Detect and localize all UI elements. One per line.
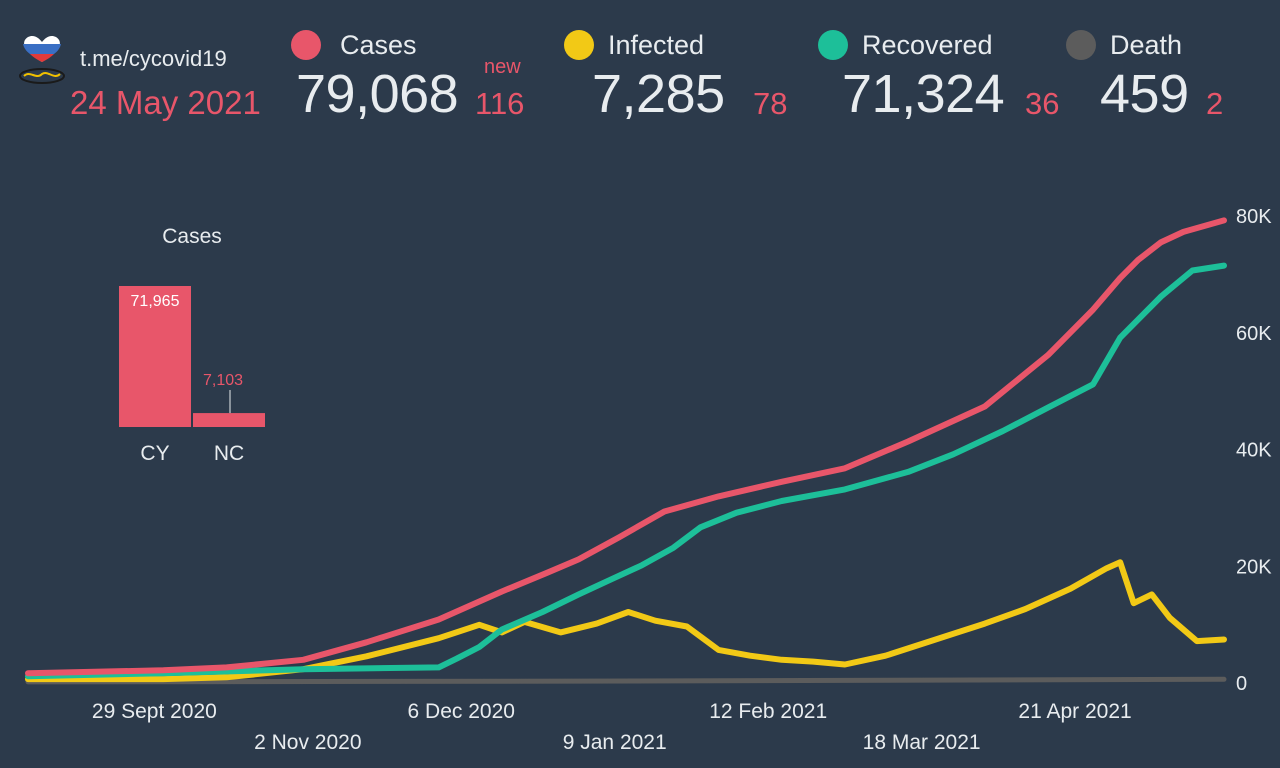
x-tick-label: 21 Apr 2021 xyxy=(1018,700,1131,723)
bar-value-cy: 71,965 xyxy=(131,293,180,310)
x-tick-label: 29 Sept 2020 xyxy=(92,700,217,723)
infected-label: Infected xyxy=(608,30,705,60)
infected-value: 7,285 xyxy=(592,64,725,124)
death-legend-dot xyxy=(1066,30,1096,60)
cases-legend-dot xyxy=(291,30,321,60)
report-date: 24 May 2021 xyxy=(70,84,261,121)
death-label: Death xyxy=(1110,30,1183,60)
recovered-label: Recovered xyxy=(862,30,993,60)
infected-legend-dot xyxy=(564,30,594,60)
recovered-legend-dot xyxy=(818,30,848,60)
y-tick-label: 20K xyxy=(1236,556,1272,578)
recovered-new-count: 36 xyxy=(1025,86,1060,121)
bar-label-nc: NC xyxy=(214,442,244,465)
y-tick-label: 80K xyxy=(1236,206,1272,228)
bar-nc xyxy=(193,413,265,427)
series-line-infected xyxy=(25,559,1227,683)
bar-value-nc: 7,103 xyxy=(203,372,243,389)
x-tick-label: 18 Mar 2021 xyxy=(863,731,981,754)
cases-value: 79,068 xyxy=(296,64,459,124)
channel-logo xyxy=(16,32,68,88)
y-tick-label: 40K xyxy=(1236,440,1272,462)
series-line-recovered xyxy=(25,262,1227,680)
cases-new-count: 116 xyxy=(475,86,525,121)
series-line-cases xyxy=(25,217,1227,677)
cases-by-region-chart: Cases CY 71,965 NC 7,103 xyxy=(119,225,265,465)
series-line-death xyxy=(25,676,1227,685)
y-tick-label: 60K xyxy=(1236,323,1272,345)
bar-label-cy: CY xyxy=(140,442,169,465)
new-label: new xyxy=(484,56,521,78)
y-tick-label: 0 xyxy=(1236,673,1247,695)
cases-label: Cases xyxy=(340,30,417,60)
x-tick-label: 2 Nov 2020 xyxy=(254,731,361,754)
x-tick-label: 9 Jan 2021 xyxy=(563,731,667,754)
x-tick-label: 12 Feb 2021 xyxy=(709,700,827,723)
x-tick-label: 6 Dec 2020 xyxy=(408,700,515,723)
mini-chart-title: Cases xyxy=(162,225,222,248)
heart-flag-icon xyxy=(19,35,65,84)
death-value: 459 xyxy=(1100,64,1189,124)
bar-cy xyxy=(119,286,191,427)
channel-link[interactable]: t.me/cycovid19 xyxy=(80,46,227,71)
death-new-count: 2 xyxy=(1206,86,1224,121)
recovered-value: 71,324 xyxy=(842,64,1005,124)
infected-new-count: 78 xyxy=(753,86,788,121)
